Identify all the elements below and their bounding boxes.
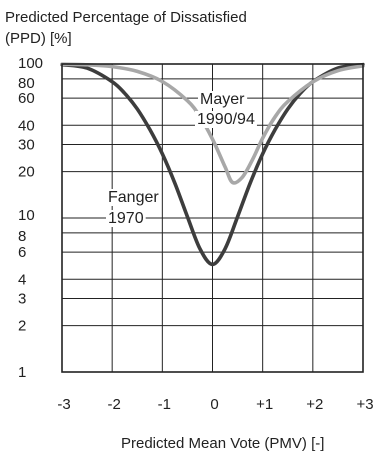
plot-frame: [61, 63, 364, 373]
label-fanger-1-background: [106, 189, 162, 206]
y-tick-label-40: 40: [18, 117, 35, 134]
mayer-label-line-2: 1990/94: [197, 111, 255, 128]
y-axis-title-line-1: Predicted Percentage of Dissatisfied: [5, 9, 247, 26]
x-axis-title: Predicted Mean Vote (PMV) [-]: [121, 435, 324, 452]
series-line-0: [60, 62, 365, 267]
x-tick-label-4: +1: [256, 396, 273, 413]
y-tick-label-80: 80: [18, 75, 35, 92]
y-axis-title-line-2: (PPD) [%]: [5, 30, 72, 47]
series-layer: [60, 62, 365, 267]
x-tick-label-3: 0: [210, 396, 218, 413]
label-fanger-2-background: [106, 210, 146, 227]
x-tick-label-6: +3: [356, 396, 373, 413]
y-tick-label-8: 8: [18, 228, 26, 245]
x-tick-label-1: -2: [107, 396, 120, 413]
label-mayer-1-background: [198, 91, 248, 108]
y-tick-label-60: 60: [18, 90, 35, 107]
x-tick-label-5: +2: [306, 396, 323, 413]
fanger-label-line-2: 1970: [108, 210, 144, 227]
y-tick-label-6: 6: [18, 244, 26, 261]
label-mayer-2-background: [195, 111, 257, 128]
y-tick-label-1: 1: [18, 364, 26, 381]
y-tick-label-2: 2: [18, 318, 26, 335]
series-line-1: [60, 62, 365, 185]
y-tick-label-30: 30: [18, 137, 35, 154]
x-tick-label-2: -1: [158, 396, 171, 413]
y-tick-label-4: 4: [18, 271, 26, 288]
fanger-label-line-1: Fanger: [108, 189, 159, 206]
mayer-label-line-1: Mayer: [200, 91, 245, 108]
x-tick-label-0: -3: [57, 396, 70, 413]
y-tick-label-10: 10: [18, 207, 35, 224]
x-tick-labels: -3 -2 -1 0 +1 +2 +3: [57, 396, 373, 413]
y-tick-label-3: 3: [18, 291, 26, 308]
y-tick-label-100: 100: [18, 55, 43, 72]
y-tick-label-20: 20: [18, 164, 35, 181]
